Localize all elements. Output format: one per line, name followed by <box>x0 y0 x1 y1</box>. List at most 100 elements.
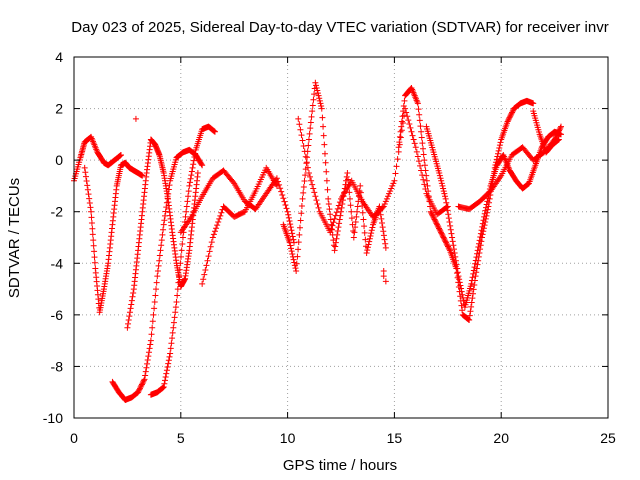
data-point <box>480 217 487 224</box>
data-point <box>456 279 463 286</box>
data-point <box>140 377 147 384</box>
data-point <box>210 127 217 134</box>
data-point <box>278 188 285 195</box>
data-point <box>199 280 206 287</box>
data-point <box>398 127 405 134</box>
data-point <box>323 168 330 175</box>
data-point <box>494 153 501 160</box>
data-point <box>336 199 343 206</box>
data-point <box>392 170 399 177</box>
data-point <box>343 173 350 180</box>
data-point <box>161 217 168 224</box>
data-point <box>149 324 156 331</box>
plot-frame <box>73 56 609 419</box>
data-point <box>165 357 172 364</box>
data-point <box>289 233 296 240</box>
data-point <box>298 210 305 217</box>
data-point <box>495 147 502 154</box>
data-point <box>188 172 195 179</box>
data-point <box>431 216 438 223</box>
data-point <box>330 219 337 226</box>
data-point <box>198 161 205 168</box>
data-point <box>186 182 193 189</box>
data-point <box>150 311 157 318</box>
data-point <box>441 237 448 244</box>
data-point <box>440 234 447 241</box>
data-point <box>213 225 220 232</box>
data-point <box>437 175 444 182</box>
data-point <box>125 320 132 327</box>
data-point <box>421 162 428 169</box>
data-point <box>476 237 483 244</box>
data-point <box>450 242 457 249</box>
data-point <box>296 224 303 231</box>
data-point <box>286 217 293 224</box>
data-point <box>331 247 338 254</box>
data-point <box>477 230 484 237</box>
data-point <box>442 193 449 200</box>
data-point <box>277 185 284 192</box>
data-point <box>433 220 440 227</box>
data-point <box>434 221 441 228</box>
data-point <box>380 268 387 275</box>
data-point <box>176 266 183 273</box>
data-point <box>444 207 451 214</box>
data-point <box>86 195 93 202</box>
data-point <box>362 236 369 243</box>
data-point <box>425 193 432 200</box>
data-point <box>420 151 427 158</box>
data-point <box>361 223 368 230</box>
data-point <box>302 153 309 160</box>
data-point <box>423 172 430 179</box>
data-point <box>443 203 450 210</box>
data-point <box>171 314 178 321</box>
data-point <box>297 217 304 224</box>
data-point <box>324 186 331 193</box>
data-point <box>116 153 123 160</box>
data-point <box>88 214 95 221</box>
data-point <box>190 161 197 168</box>
data-point <box>467 308 474 315</box>
y-tick-labels: 4 2 0 -2 -4 -6 -8 -10 <box>43 49 608 426</box>
data-point <box>141 376 148 383</box>
data-point <box>176 273 183 280</box>
data-point <box>396 139 403 146</box>
data-point <box>380 203 387 210</box>
data-point <box>382 278 389 285</box>
data-point <box>530 100 537 107</box>
data-point <box>469 274 476 281</box>
data-point <box>334 231 341 238</box>
data-point <box>210 231 217 238</box>
data-point <box>389 182 396 189</box>
data-point <box>440 188 447 195</box>
data-point <box>426 198 433 205</box>
data-point <box>230 179 237 186</box>
data-point <box>471 281 478 288</box>
y-axis-label: SDTVAR / TECUs <box>6 178 23 298</box>
data-point <box>82 173 89 180</box>
data-point <box>139 172 146 179</box>
data-point <box>507 113 514 120</box>
data-point <box>380 232 387 239</box>
data-point <box>436 225 443 232</box>
data-point <box>172 304 179 311</box>
data-point <box>436 226 443 233</box>
data-point <box>346 195 353 202</box>
data-point <box>345 176 352 183</box>
data-point <box>172 309 179 316</box>
data-point <box>285 214 292 221</box>
data-point <box>307 173 314 180</box>
data-point <box>156 252 163 259</box>
data-point <box>407 124 414 131</box>
data-point <box>470 270 477 277</box>
data-point <box>398 123 405 130</box>
data-point <box>386 190 393 197</box>
data-point <box>338 208 344 215</box>
data-point <box>138 382 145 389</box>
data-point <box>169 335 176 342</box>
data-point <box>350 228 357 235</box>
data-point <box>318 105 325 112</box>
data-point <box>452 257 459 264</box>
data-point <box>124 324 131 331</box>
data-point <box>399 113 406 120</box>
